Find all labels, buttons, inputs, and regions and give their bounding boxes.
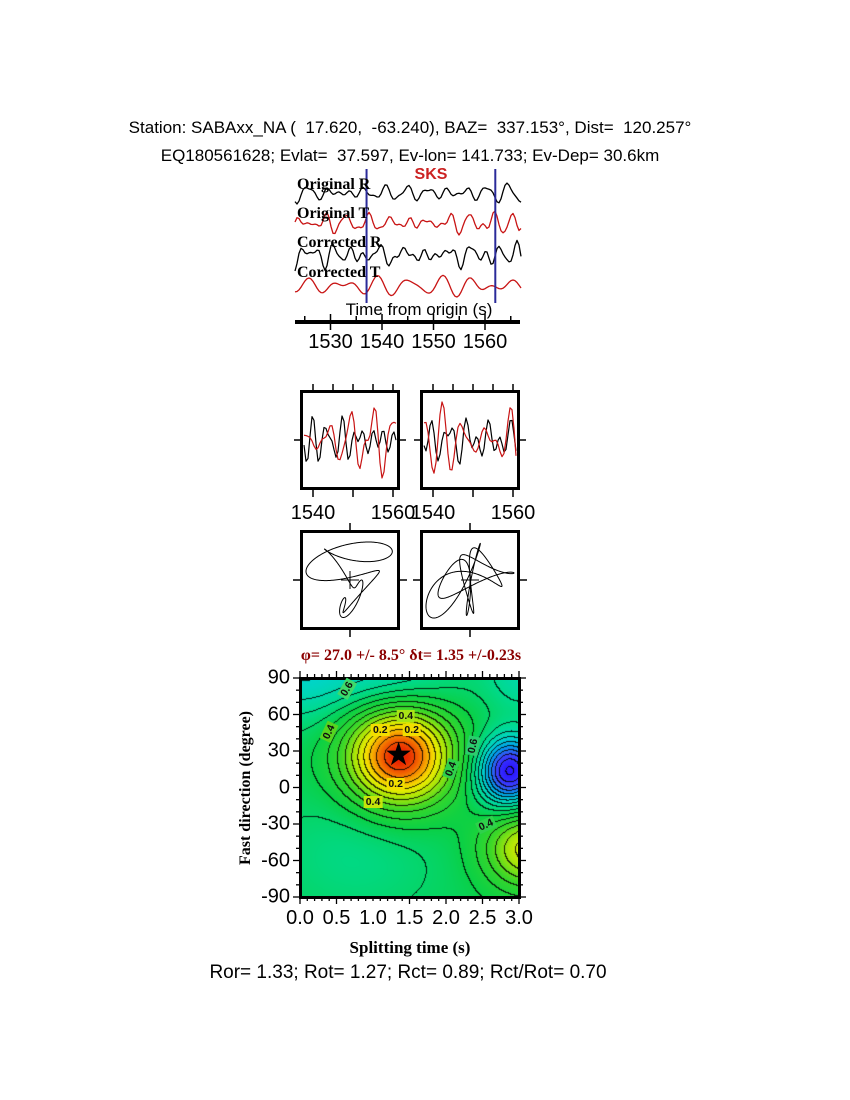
contour-y-tick-label: 30	[267, 739, 290, 762]
zoom-box-tick-label: 1560	[370, 502, 416, 524]
time-tick-label: 1540	[359, 331, 405, 353]
contour-y-tick-label: 90	[267, 666, 290, 689]
zoom-box-tick-label: 1540	[290, 502, 336, 524]
contour-level-label: 0.2	[402, 724, 421, 737]
contour-y-tick-label: -90	[261, 885, 290, 908]
best-solution-star-icon	[386, 741, 411, 766]
quality-ratios-line: Ror= 1.33; Rot= 1.27; Rct= 0.89; Rct/Rot…	[209, 962, 607, 983]
contour-x-tick-label: 1.0	[359, 907, 387, 929]
contour-y-tick-label: -60	[261, 849, 290, 871]
contour-x-tick-label: 1.5	[395, 907, 424, 929]
contour-level-label: 0.4	[396, 709, 416, 722]
contour-y-tick-label: -30	[261, 812, 290, 835]
trace-label: Corrected R	[297, 234, 382, 251]
contour-level-label: 0.2	[370, 724, 390, 737]
trace-label: Original R	[297, 176, 371, 193]
contour-x-tick-label: 0.0	[286, 907, 314, 929]
time-tick-label: 1560	[462, 331, 508, 353]
station-info-line: Station: SABAxx_NA ( 17.620, -63.240), B…	[128, 118, 692, 137]
contour-x-tick-label: 2.0	[432, 907, 460, 929]
zoom-box-tick-label: 1560	[490, 502, 536, 524]
contour-y-tick-label: 0	[278, 776, 290, 798]
contour-x-axis-title: Splitting time (s)	[349, 938, 471, 957]
contour-title: φ= 27.0 +/- 8.5° δt= 1.35 +/-0.23s	[300, 647, 522, 664]
contour-y-tick-label: 60	[267, 703, 290, 725]
contour-x-tick-label: 0.5	[322, 907, 351, 929]
time-tick-label: 1530	[308, 331, 353, 353]
trace-label: Corrected T	[297, 264, 381, 281]
zoom-box-tick-label: 1540	[410, 502, 456, 524]
event-info-line: EQ180561628; Evlat= 37.597, Ev-lon= 141.…	[160, 146, 660, 165]
contour-level-label: 0.2	[386, 777, 405, 790]
time-axis-title: Time from origin (s)	[345, 300, 493, 319]
phase-label-sks: SKS	[414, 166, 448, 183]
trace-label: Original T	[297, 205, 370, 222]
contour-x-tick-label: 2.5	[468, 907, 497, 929]
contour-y-axis-title: Fast direction (degree)	[237, 710, 254, 866]
contour-level-label: 0.4	[363, 796, 383, 809]
contour-x-tick-label: 3.0	[505, 907, 533, 929]
time-tick-label: 1550	[411, 331, 456, 353]
